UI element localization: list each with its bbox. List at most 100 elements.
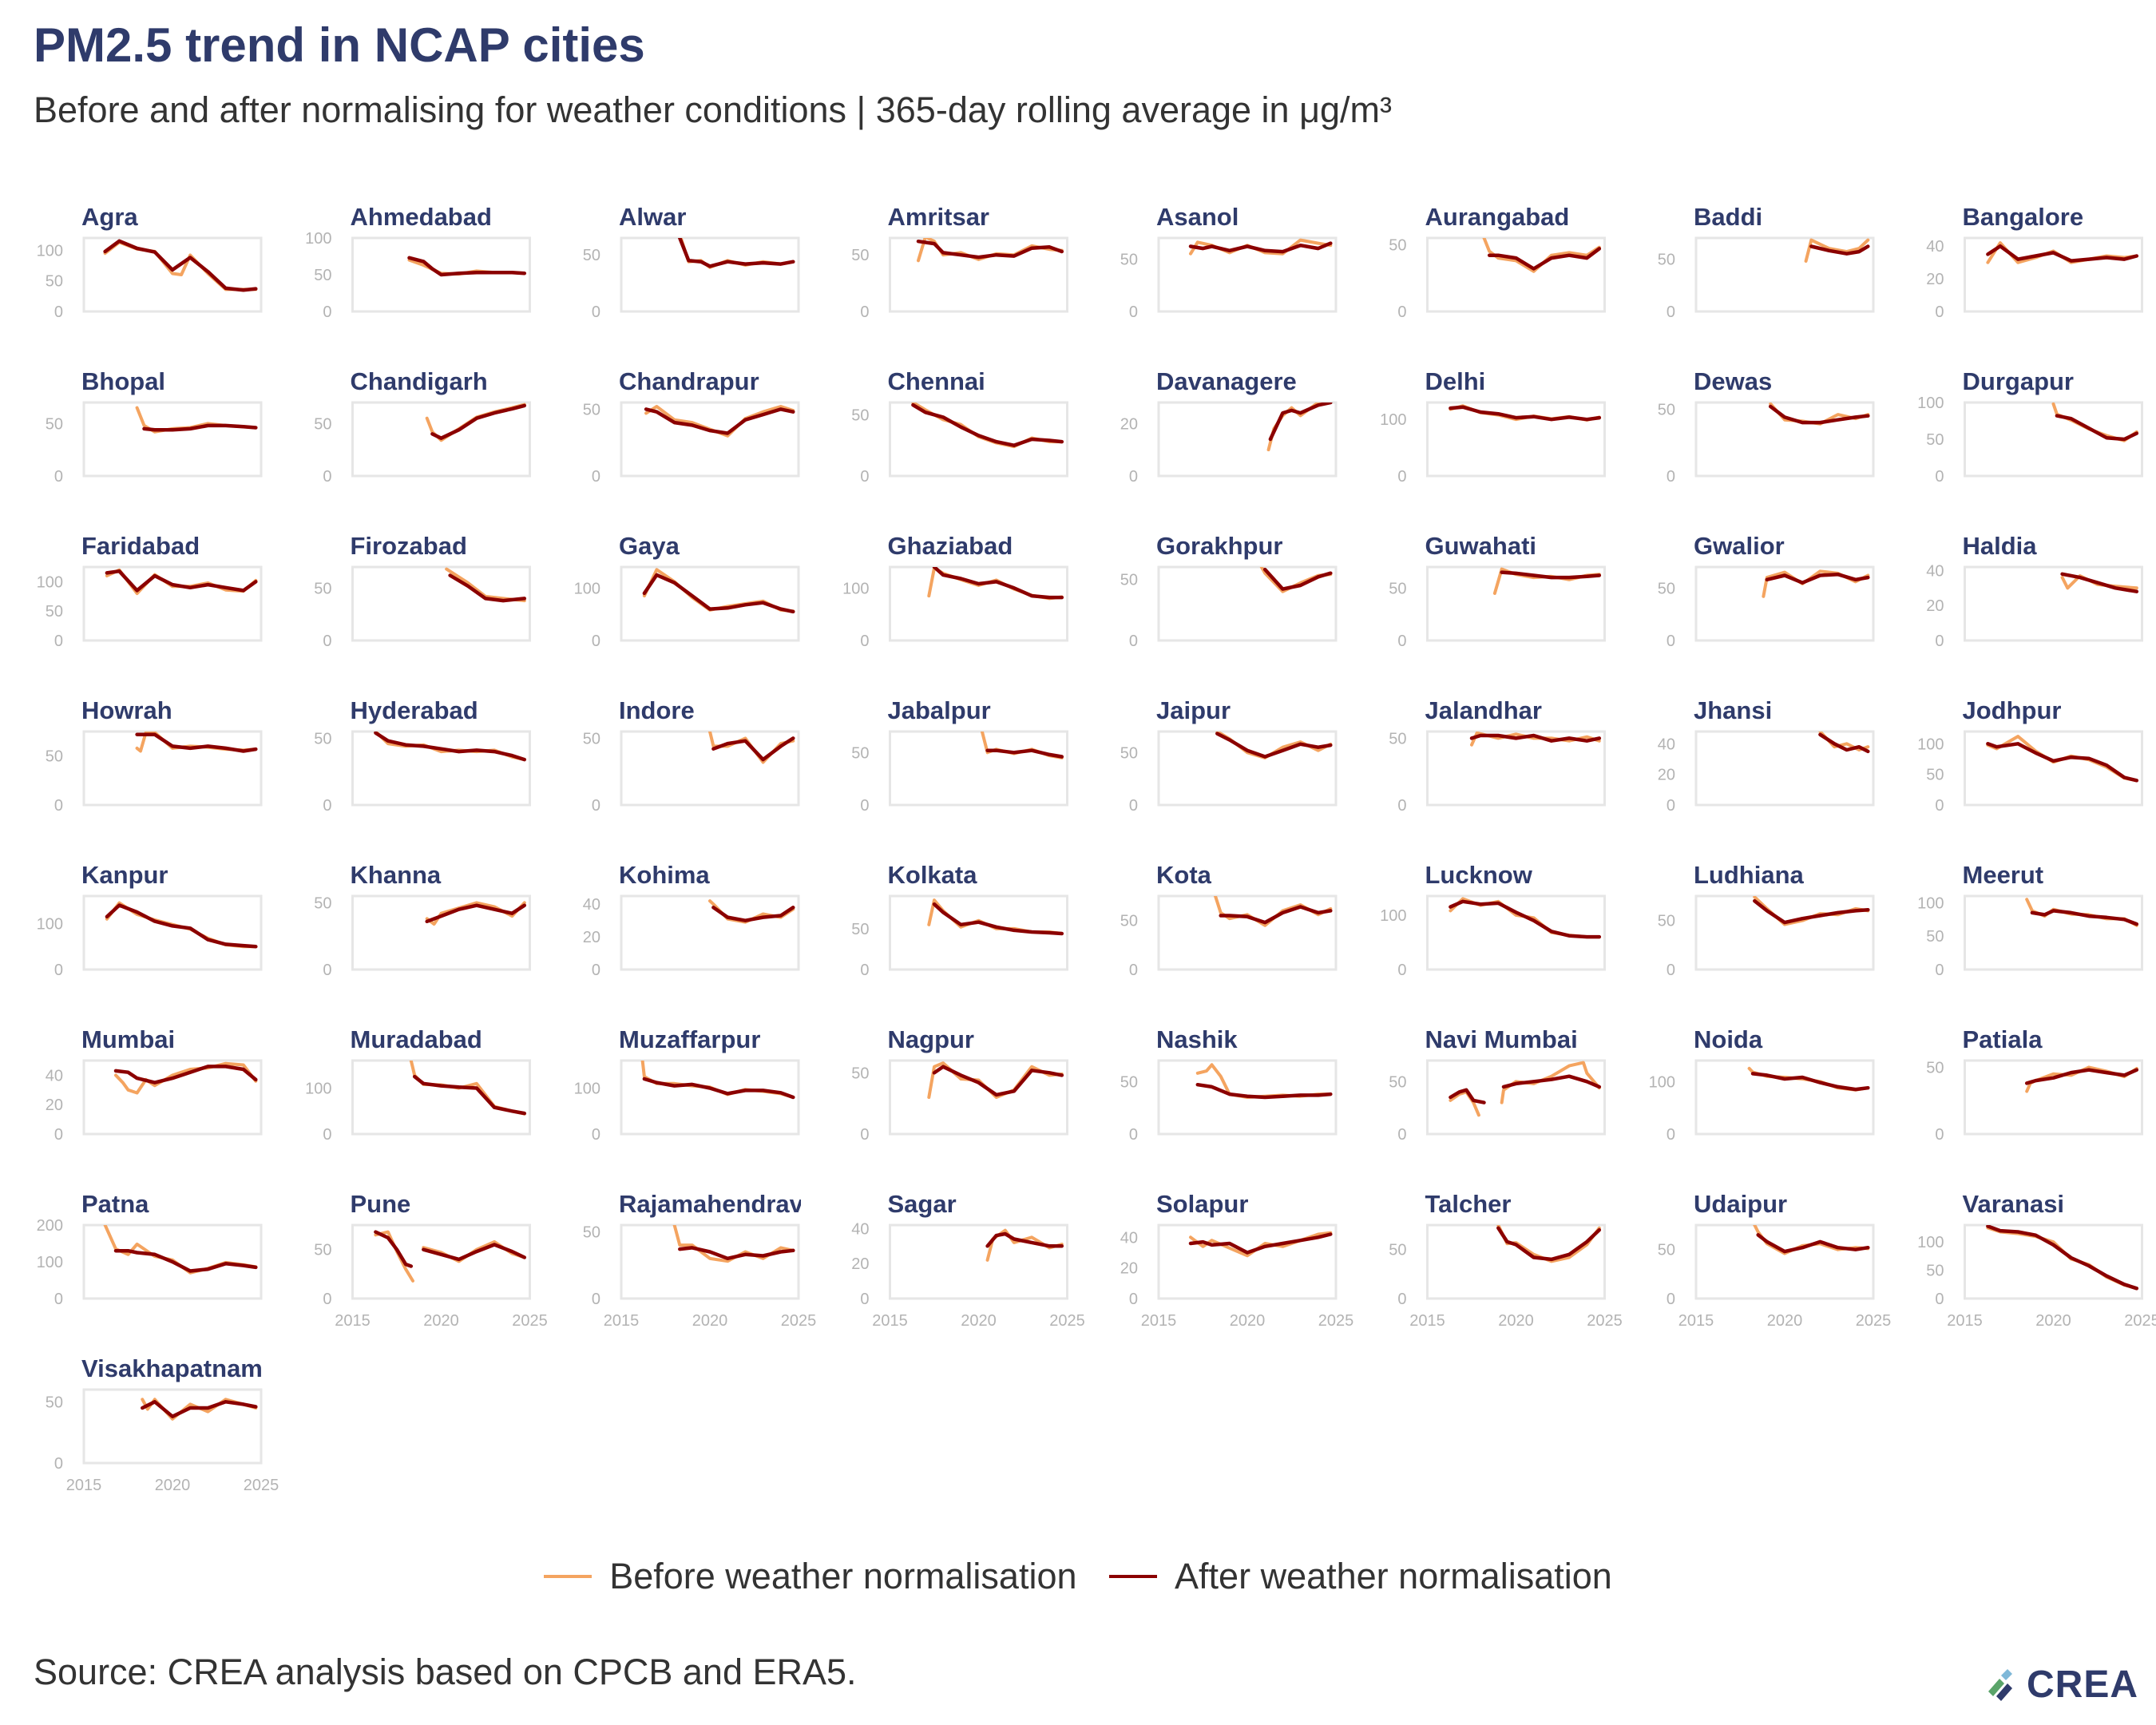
- y-tick-label: 100: [842, 580, 869, 597]
- series-after-line: [1501, 1074, 1602, 1089]
- panel-frame: [1426, 894, 1606, 971]
- panel-frame: [889, 401, 1068, 478]
- panel-chennai: Chennai 0 50: [851, 367, 1068, 486]
- y-tick-label: 0: [1667, 797, 1675, 815]
- panel-frame: [1157, 1223, 1338, 1300]
- panel-frame: [1694, 236, 1875, 313]
- x-tick-label: 2025: [1587, 1312, 1623, 1330]
- panel-frame: [82, 565, 263, 642]
- y-tick-label: 0: [323, 1291, 331, 1308]
- y-tick-label: 0: [1667, 1126, 1675, 1144]
- y-tick-label: 0: [1397, 1126, 1406, 1144]
- y-tick-label: 100: [574, 1081, 600, 1098]
- y-tick-label: 50: [314, 415, 331, 433]
- series-before-line: [2051, 402, 2138, 442]
- y-tick-label: 20: [583, 929, 600, 946]
- panel-title: Jalandhar: [1425, 696, 1542, 724]
- y-tick-label: 0: [592, 1126, 600, 1144]
- x-tick-label: 2025: [1856, 1312, 1892, 1330]
- panel-title: Ghaziabad: [888, 532, 1013, 560]
- panel-title: Chandigarh: [351, 367, 488, 395]
- y-tick-label: 0: [1397, 797, 1406, 815]
- panel-amritsar: Amritsar 0 50: [851, 203, 1068, 321]
- x-tick-label: 2020: [1767, 1312, 1803, 1330]
- y-tick-label: 50: [1926, 1263, 1944, 1280]
- x-tick-label: 2015: [66, 1477, 102, 1494]
- series-after-line: [916, 239, 1064, 260]
- panel-davanagere: Davanagere 0 20: [1120, 367, 1338, 486]
- y-tick-label: 20: [1926, 597, 1944, 615]
- y-tick-label: 0: [1129, 797, 1138, 815]
- panel-visakhapatnam: Visakhapatnam 0 50 2015 2020 2025: [46, 1354, 279, 1494]
- y-tick-label: 0: [1935, 303, 1944, 321]
- y-tick-label: 40: [851, 1220, 869, 1238]
- panel-jaipur: Jaipur 0 50: [1120, 696, 1338, 815]
- panel-frame: [1426, 1223, 1606, 1300]
- y-tick-label: 0: [1935, 962, 1944, 979]
- y-tick-label: 50: [314, 894, 331, 912]
- panel-jodhpur: Jodhpur 0 50 100: [1917, 696, 2143, 815]
- y-tick-label: 0: [860, 1126, 869, 1144]
- panel-frame: [82, 1388, 263, 1465]
- legend-label-after: After weather normalisation: [1175, 1556, 1612, 1596]
- panel-durgapur: Durgapur 0 50 100: [1917, 367, 2143, 486]
- y-tick-label: 0: [323, 303, 331, 321]
- series-after-line: [1765, 572, 1870, 585]
- panel-title: Talcher: [1425, 1190, 1512, 1218]
- y-tick-label: 100: [1917, 1234, 1944, 1251]
- panel-title: Jaipur: [1156, 696, 1231, 724]
- series-after-line: [105, 903, 258, 949]
- panel-frame: [351, 730, 531, 807]
- panel-title: Pune: [351, 1190, 411, 1218]
- y-tick-label: 50: [1389, 580, 1406, 597]
- panel-frame: [351, 236, 531, 313]
- y-tick-label: 100: [1380, 411, 1406, 429]
- y-tick-label: 50: [1926, 431, 1944, 449]
- series-after-line: [1818, 732, 1870, 754]
- series-before-line: [1195, 1063, 1333, 1099]
- panel-jhansi: Jhansi 0 20 40: [1658, 696, 1875, 815]
- panel-title: Amritsar: [888, 203, 990, 231]
- panel-sagar: Sagar 0 20 40 2015 2020 2025: [851, 1190, 1085, 1330]
- y-tick-label: 0: [1667, 303, 1675, 321]
- legend-item-before: Before weather normalisation: [544, 1556, 1077, 1597]
- y-tick-label: 0: [1397, 468, 1406, 486]
- y-tick-label: 50: [1926, 1059, 1944, 1077]
- series-after-line: [1753, 898, 1870, 925]
- panel-patna: Patna 0 100 200: [37, 1190, 263, 1308]
- y-tick-label: 0: [860, 468, 869, 486]
- series-after-line: [113, 1065, 258, 1085]
- panel-frame: [889, 894, 1068, 971]
- y-tick-label: 20: [46, 1096, 63, 1114]
- y-tick-label: 0: [1935, 1126, 1944, 1144]
- series-after-line: [1215, 732, 1333, 759]
- panel-baddi: Baddi 0 50: [1658, 203, 1875, 321]
- y-tick-label: 50: [314, 1242, 331, 1259]
- panel-muradabad: Muradabad 0 100: [305, 1025, 531, 1144]
- y-tick-label: 0: [860, 632, 869, 650]
- panel-frame: [82, 236, 263, 313]
- y-tick-label: 50: [583, 730, 600, 748]
- panel-howrah: Howrah 0 50: [46, 696, 263, 815]
- panel-frame: [1964, 1059, 2143, 1136]
- y-tick-label: 50: [1658, 1242, 1675, 1259]
- panel-frame: [82, 1223, 263, 1300]
- y-tick-label: 50: [1658, 251, 1675, 268]
- panel-faridabad: Faridabad 0 50 100: [37, 532, 263, 650]
- panel-kohima: Kohima 0 20 40: [583, 861, 800, 979]
- panel-title: Navi Mumbai: [1425, 1025, 1578, 1053]
- panel-title: Firozabad: [351, 532, 467, 560]
- panel-firozabad: Firozabad 0 50: [314, 532, 531, 650]
- panel-frame: [889, 730, 1068, 807]
- y-tick-label: 20: [851, 1255, 869, 1273]
- panel-indore: Indore 0 50: [583, 696, 800, 815]
- series-after-line: [2060, 572, 2139, 593]
- series-after-line: [448, 573, 527, 603]
- panel-frame: [1157, 401, 1338, 478]
- series-after-line: [678, 238, 795, 268]
- y-tick-label: 0: [1667, 962, 1675, 979]
- panel-title: Udaipur: [1694, 1190, 1787, 1218]
- panel-frame: [351, 565, 531, 642]
- panel-title: Aurangabad: [1425, 203, 1570, 231]
- y-tick-label: 0: [860, 303, 869, 321]
